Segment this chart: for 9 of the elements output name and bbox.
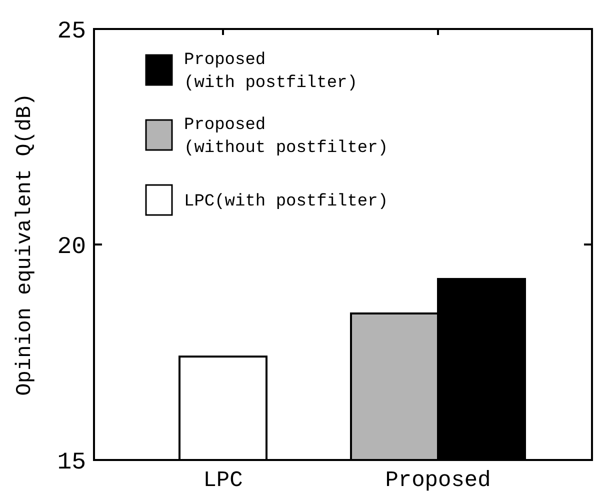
x-tick-label: Proposed [385,468,491,493]
legend-label: Proposed (with postfilter) [184,51,358,93]
y-tick-label: 15 [57,449,86,476]
legend-label: Proposed (without postfilter) [184,116,388,158]
y-tick-label: 20 [57,234,86,261]
legend-label: LPC(with postfilter) [184,192,388,212]
x-tick-label: LPC [203,468,243,493]
y-tick-label: 25 [57,18,86,46]
y-axis-title: Opinion equivalent Q(dB) [14,93,37,396]
